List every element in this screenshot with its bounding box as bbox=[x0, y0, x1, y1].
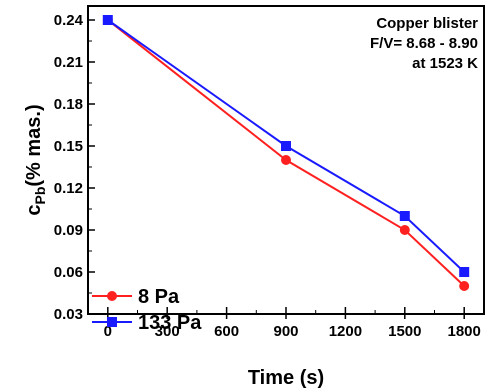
y-axis-title-main: c bbox=[23, 205, 45, 216]
data-point-8pa bbox=[399, 225, 410, 235]
y-axis-ticks: 0.03 0.06 0.09 0.12 0.15 0.18 0.21 0.24 bbox=[54, 12, 95, 323]
x-tick-label: 900 bbox=[273, 323, 298, 340]
x-tick-label: 1200 bbox=[329, 323, 362, 340]
legend-label-8pa: 8 Pa bbox=[138, 286, 180, 308]
legend-marker-133pa bbox=[107, 317, 117, 327]
annotation: Copper blister F/V= 8.68 - 8.90 at 1523 … bbox=[370, 15, 478, 72]
annotation-line-1: Copper blister bbox=[376, 15, 478, 32]
series-layer bbox=[102, 15, 470, 291]
series-line-133pa bbox=[107, 19, 465, 273]
legend: 8 Pa 133 Pa bbox=[92, 286, 202, 334]
x-axis-title: Time (s) bbox=[248, 367, 324, 389]
y-tick-label: 0.09 bbox=[54, 222, 83, 239]
x-tick-label: 300 bbox=[155, 323, 180, 340]
series-line-8pa bbox=[107, 19, 465, 287]
annotation-line-3: at 1523 K bbox=[412, 55, 478, 72]
x-tick-label: 600 bbox=[214, 323, 239, 340]
y-tick-label: 0.12 bbox=[54, 180, 83, 197]
y-axis-title-sub: Pb bbox=[32, 187, 48, 205]
annotation-line-2: F/V= 8.68 - 8.90 bbox=[370, 35, 478, 52]
data-point-133pa bbox=[102, 15, 113, 25]
x-tick-label: 1500 bbox=[388, 323, 421, 340]
y-axis-title-rest: (% mas.) bbox=[23, 104, 45, 186]
y-axis-title: cPb(% mas.) bbox=[23, 104, 48, 215]
legend-label-133pa: 133 Pa bbox=[138, 312, 202, 334]
data-point-8pa bbox=[281, 155, 291, 165]
y-tick-label: 0.03 bbox=[54, 306, 83, 323]
y-tick-label: 0.18 bbox=[54, 96, 83, 113]
data-point-133pa bbox=[399, 211, 410, 221]
y-tick-label: 0.15 bbox=[54, 138, 83, 155]
data-point-133pa bbox=[459, 267, 470, 277]
x-tick-label: 0 bbox=[104, 323, 112, 340]
legend-marker-8pa bbox=[107, 291, 117, 301]
x-axis-ticks: 0 300 600 900 1200 1500 1800 bbox=[104, 307, 481, 340]
y-tick-label: 0.06 bbox=[54, 264, 83, 281]
y-tick-label: 0.21 bbox=[54, 54, 83, 71]
data-point-8pa bbox=[459, 281, 470, 291]
data-point-133pa bbox=[281, 141, 291, 151]
x-tick-label: 1800 bbox=[448, 323, 481, 340]
y-tick-label: 0.24 bbox=[54, 12, 84, 29]
